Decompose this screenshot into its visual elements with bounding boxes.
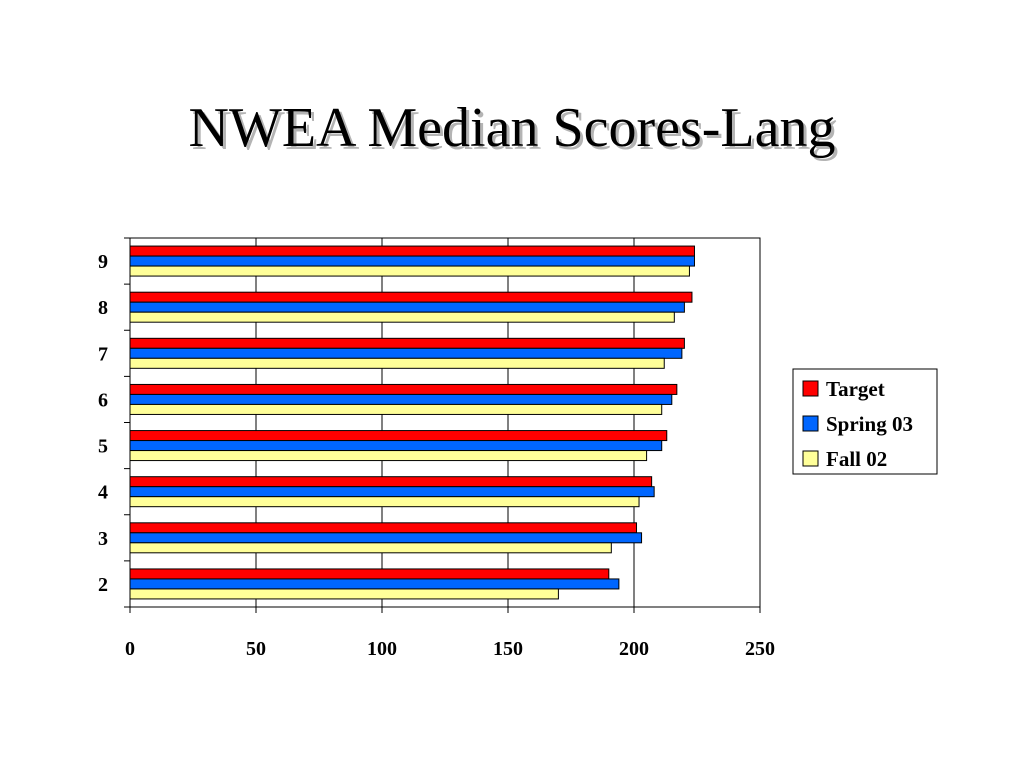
bar-spring-03-6 [129, 393, 673, 405]
legend-label: Spring 03 [826, 412, 913, 436]
bar-fall-02-3 [129, 542, 612, 554]
bar-target-6 [129, 383, 678, 395]
y-tick-label: 9 [98, 251, 108, 273]
bar-spring-03-5 [129, 440, 663, 452]
bar-spring-03-3 [129, 532, 643, 544]
bar-spring-03-2 [129, 578, 620, 590]
bar-fall-02-7 [129, 357, 665, 369]
x-tick-label: 150 [493, 638, 523, 660]
legend-label: Target [826, 377, 885, 401]
bar-target-5 [129, 430, 668, 442]
bar-spring-03-9 [129, 255, 695, 267]
y-tick-label: 5 [98, 436, 108, 458]
bar-target-8 [129, 291, 693, 303]
bar-fall-02-6 [129, 403, 663, 415]
y-tick-label: 6 [98, 389, 108, 411]
legend-swatch [802, 415, 819, 432]
x-tick-label: 0 [125, 638, 135, 660]
bar-fall-02-2 [129, 588, 559, 600]
bar-fall-02-9 [129, 265, 690, 277]
y-tick-label: 8 [98, 297, 108, 319]
x-tick-label: 250 [745, 638, 775, 660]
bar-spring-03-8 [129, 301, 685, 313]
y-tick-label: 3 [98, 528, 108, 550]
y-tick-label: 2 [98, 574, 108, 596]
bar-target-2 [129, 568, 610, 580]
bar-target-3 [129, 522, 638, 534]
x-tick-label: 50 [246, 638, 266, 660]
bar-target-4 [129, 476, 653, 488]
legend-label: Fall 02 [826, 447, 887, 471]
bar-fall-02-8 [129, 311, 675, 323]
legend: Target Spring 03 Fall 02 [792, 368, 938, 475]
bar-fall-02-5 [129, 450, 648, 462]
y-tick-label: 7 [98, 343, 108, 365]
legend-swatch [802, 380, 819, 397]
bar-spring-03-4 [129, 486, 655, 498]
x-tick-label: 200 [619, 638, 649, 660]
bar-target-9 [129, 245, 695, 257]
bar-spring-03-7 [129, 347, 683, 359]
slide-title: NWEA Median Scores-Lang [188, 97, 836, 159]
x-tick-label: 100 [367, 638, 397, 660]
legend-swatch [802, 450, 819, 467]
bar-fall-02-4 [129, 496, 640, 508]
y-tick-label: 4 [98, 482, 108, 504]
plot-area: 0 50 100 150 200 250 9 8 7 6 5 4 3 2 [98, 237, 775, 660]
bar-target-7 [129, 337, 685, 349]
